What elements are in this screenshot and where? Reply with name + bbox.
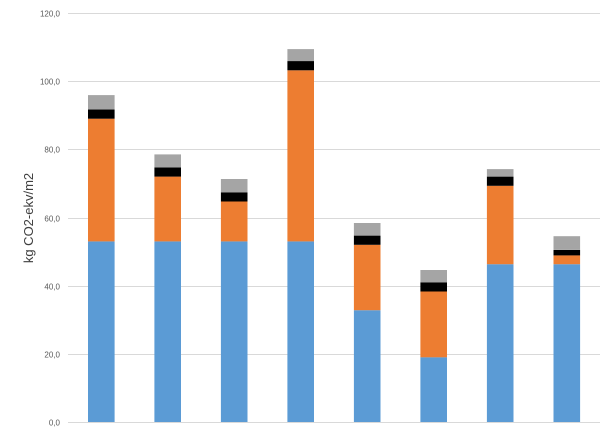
bar-segment-3 — [486, 176, 514, 186]
bar-segment-3 — [88, 109, 115, 119]
bar-segment-1 — [553, 264, 581, 422]
y-tick-label: 20,0 — [44, 351, 60, 360]
bar-stack — [486, 169, 514, 422]
bar-segment-3 — [220, 192, 248, 202]
bar-segment-3 — [154, 167, 181, 177]
bar-segment-3 — [553, 249, 581, 256]
bar-segment-4 — [420, 270, 447, 283]
y-axis-ticks: 0,0 20,0 40,0 60,0 80,0 100,0 120,0 — [40, 10, 61, 428]
bar-stack — [88, 95, 115, 422]
bar-stack — [154, 154, 181, 422]
bar-segment-1 — [88, 241, 115, 422]
bar-stack — [353, 223, 381, 422]
bar-segment-2 — [220, 201, 248, 242]
y-tick-label: 120,0 — [40, 10, 61, 19]
y-tick-label: 100,0 — [40, 78, 61, 87]
bar-segment-4 — [220, 179, 248, 193]
bar-segment-3 — [353, 235, 381, 245]
bar-segment-2 — [553, 255, 581, 265]
bar-segment-1 — [154, 241, 181, 422]
bar-segment-4 — [88, 95, 115, 110]
bar-segment-4 — [353, 223, 381, 236]
gridlines — [68, 13, 600, 423]
bar-segment-1 — [353, 310, 381, 422]
bar-segment-1 — [220, 241, 248, 422]
bar-stack — [287, 49, 314, 422]
y-tick-label: 80,0 — [44, 146, 60, 155]
bar-segment-4 — [553, 236, 581, 250]
bar-segment-2 — [287, 70, 314, 242]
bar-segment-4 — [154, 154, 181, 168]
bar-segment-1 — [420, 357, 447, 422]
bar-segment-2 — [420, 291, 447, 358]
bar-segment-2 — [88, 118, 115, 242]
bar-segment-4 — [287, 49, 314, 61]
bars — [88, 49, 581, 422]
bar-segment-1 — [486, 264, 514, 422]
bar-segment-3 — [420, 282, 447, 292]
bar-segment-2 — [486, 185, 514, 265]
y-tick-label: 60,0 — [44, 215, 60, 224]
bar-segment-2 — [353, 244, 381, 311]
bar-stack — [420, 270, 447, 422]
y-tick-label: 40,0 — [44, 283, 60, 292]
y-axis-label: kg CO2-ekv/m2 — [21, 173, 36, 263]
bar-segment-3 — [287, 61, 314, 71]
bar-segment-4 — [486, 169, 514, 177]
bar-stack — [553, 236, 581, 422]
bar-stack — [220, 179, 248, 422]
bar-segment-1 — [287, 241, 314, 422]
y-tick-label: 0,0 — [49, 419, 61, 428]
bar-segment-2 — [154, 176, 181, 242]
